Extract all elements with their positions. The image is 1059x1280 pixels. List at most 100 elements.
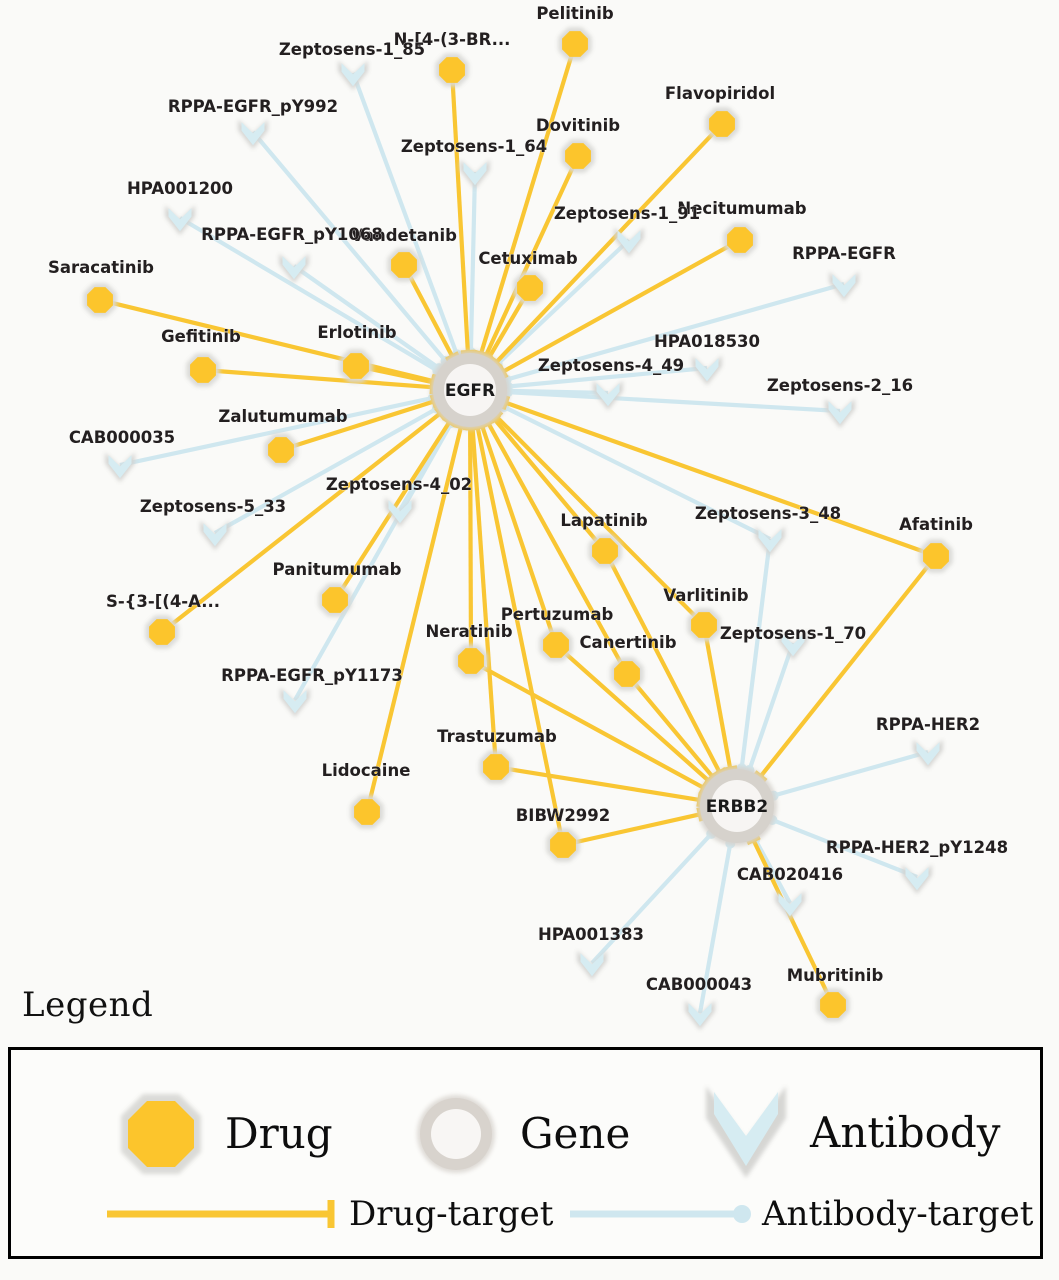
drug-node-shape[interactable] (562, 31, 588, 57)
antibody-node-cab000043[interactable] (685, 1000, 715, 1031)
antibody-node-shape[interactable] (463, 162, 487, 186)
antibody-node-shape[interactable] (905, 867, 929, 891)
drug-node-bibw2992[interactable] (546, 828, 580, 862)
drug-node-shape[interactable] (550, 832, 576, 858)
antibody-node-shape[interactable] (283, 690, 307, 714)
antibody-node-hpa018530[interactable] (692, 355, 722, 386)
antibody-node-zeptosens-2_16[interactable] (825, 398, 855, 429)
drug-node-shape[interactable] (343, 353, 369, 379)
drug-node-shape[interactable] (820, 992, 846, 1018)
drug-node-shape[interactable] (439, 57, 465, 83)
antibody-node-rppa-egfr[interactable] (829, 271, 859, 302)
drug-node-panitumumab[interactable] (318, 583, 352, 617)
edge-canertinib-ERBB2 (625, 672, 715, 779)
antibody-node-shape[interactable] (778, 893, 802, 917)
antibody-node-shape[interactable] (580, 953, 604, 977)
drug-node-shape[interactable] (483, 754, 509, 780)
node-label: CAB020416 (737, 865, 843, 884)
drug-node-shape[interactable] (691, 612, 717, 638)
antibody-node-rppa-egfr_py992[interactable] (238, 119, 268, 150)
antibody-node-zeptosens-1_70[interactable] (778, 630, 808, 661)
drug-node-pelitinib[interactable] (558, 27, 592, 61)
antibody-node-zeptosens-1_91[interactable] (614, 227, 644, 258)
antibody-node-shape[interactable] (108, 455, 132, 479)
drug-node-neratinib[interactable] (454, 644, 488, 678)
drug-node-shape[interactable] (923, 543, 949, 569)
drug-node-shape[interactable] (354, 799, 380, 825)
edge-trastuzumab-ERBB2 (495, 764, 700, 803)
node-label: RPPA-EGFR_pY992 (168, 97, 338, 116)
antibody-node-shape[interactable] (695, 358, 719, 382)
drug-node-gefitinib[interactable] (186, 353, 220, 387)
antibody-node-rppa-egfr_py1068[interactable] (279, 253, 309, 284)
drug-node-zalutumumab[interactable] (264, 433, 298, 467)
antibody-node-shape[interactable] (282, 256, 306, 280)
drug-node-lidocaine[interactable] (350, 795, 384, 829)
antibody-node-rppa-egfr_py1173[interactable] (280, 687, 310, 718)
drug-node-trastuzumab[interactable] (479, 750, 513, 784)
drug-node-shape[interactable] (322, 587, 348, 613)
drug-node-canertinib[interactable] (610, 657, 644, 691)
drug-node-shape[interactable] (458, 648, 484, 674)
drug-node-shape[interactable] (391, 252, 417, 278)
antibody-node-zeptosens-1_85[interactable] (338, 60, 368, 91)
antibody-node-zeptosens-3_48[interactable] (755, 526, 785, 557)
drug-node-shape[interactable] (614, 661, 640, 687)
gene-node-ERBB2[interactable] (697, 766, 777, 846)
drug-node-s3a[interactable] (145, 615, 179, 649)
antibody-node-zeptosens-4_49[interactable] (593, 380, 623, 411)
antibody-node-zeptosens-1_64[interactable] (460, 159, 490, 190)
drug-node-shape[interactable] (517, 275, 543, 301)
drug-node-pertuzumab[interactable] (539, 628, 573, 662)
drug-node-mubritinib[interactable] (816, 988, 850, 1022)
drug-node-lapatinib[interactable] (588, 534, 622, 568)
drug-node-varlitinib[interactable] (687, 608, 721, 642)
antibody-node-shape[interactable] (758, 529, 782, 553)
antibody-node-cab020416[interactable] (775, 890, 805, 921)
gene-node-EGFR[interactable] (430, 350, 510, 430)
drug-node-flavopiridol[interactable] (705, 107, 739, 141)
antibody-node-shape[interactable] (916, 742, 940, 766)
drug-node-shape[interactable] (149, 619, 175, 645)
antibody-node-hpa001383[interactable] (577, 950, 607, 981)
drug-node-saracatinib[interactable] (83, 283, 117, 317)
drug-node-erlotinib[interactable] (339, 349, 373, 383)
antibody-node-zeptosens-4_02[interactable] (385, 497, 415, 528)
antibody-node-shape[interactable] (341, 63, 365, 87)
drug-node-shape[interactable] (727, 227, 753, 253)
node-label: Lidocaine (322, 761, 411, 780)
antibody-node-shape[interactable] (203, 523, 227, 547)
drug-node-shape[interactable] (190, 357, 216, 383)
antibody-node-rppa-her2_py1248[interactable] (902, 864, 932, 895)
drug-node-shape[interactable] (709, 111, 735, 137)
antibody-node-cab000035[interactable] (105, 452, 135, 483)
drug-node-cetuximab[interactable] (513, 271, 547, 305)
drug-node-shape[interactable] (268, 437, 294, 463)
legend-item-gene: Gene (406, 1084, 630, 1184)
drug-node-afatinib[interactable] (919, 539, 953, 573)
antibody-node-shape[interactable] (828, 401, 852, 425)
antibody-node-shape[interactable] (688, 1003, 712, 1027)
drug-gene-antibody-network[interactable]: Pelitinib N-[4-(3-BR... Flavopiridol Doviti… (0, 0, 1059, 1045)
antibody-node-shape[interactable] (617, 230, 641, 254)
antibody-node-shape[interactable] (168, 208, 192, 232)
antibody-node-hpa001200[interactable] (165, 205, 195, 236)
drug-node-shape[interactable] (592, 538, 618, 564)
drug-node-shape[interactable] (565, 143, 591, 169)
antibody-node-shape[interactable] (241, 122, 265, 146)
drug-node-vandetanib[interactable] (387, 248, 421, 282)
antibody-node-shape[interactable] (781, 633, 805, 657)
antibody-node-shape[interactable] (832, 274, 856, 298)
antibody-node-shape[interactable] (596, 383, 620, 407)
node-label: Saracatinib (48, 258, 154, 277)
drug-node-shape[interactable] (543, 632, 569, 658)
node-label: Panitumumab (273, 560, 402, 579)
drug-node-shape[interactable] (87, 287, 113, 313)
drug-node-nbr[interactable] (435, 53, 469, 87)
drug-node-necitumumab[interactable] (723, 223, 757, 257)
antibody-node-shape[interactable] (388, 500, 412, 524)
antibody-node-rppa-her2[interactable] (913, 739, 943, 770)
nodes-layer[interactable] (83, 27, 953, 1031)
drug-node-dovitinib[interactable] (561, 139, 595, 173)
antibody-node-zeptosens-5_33[interactable] (200, 520, 230, 551)
